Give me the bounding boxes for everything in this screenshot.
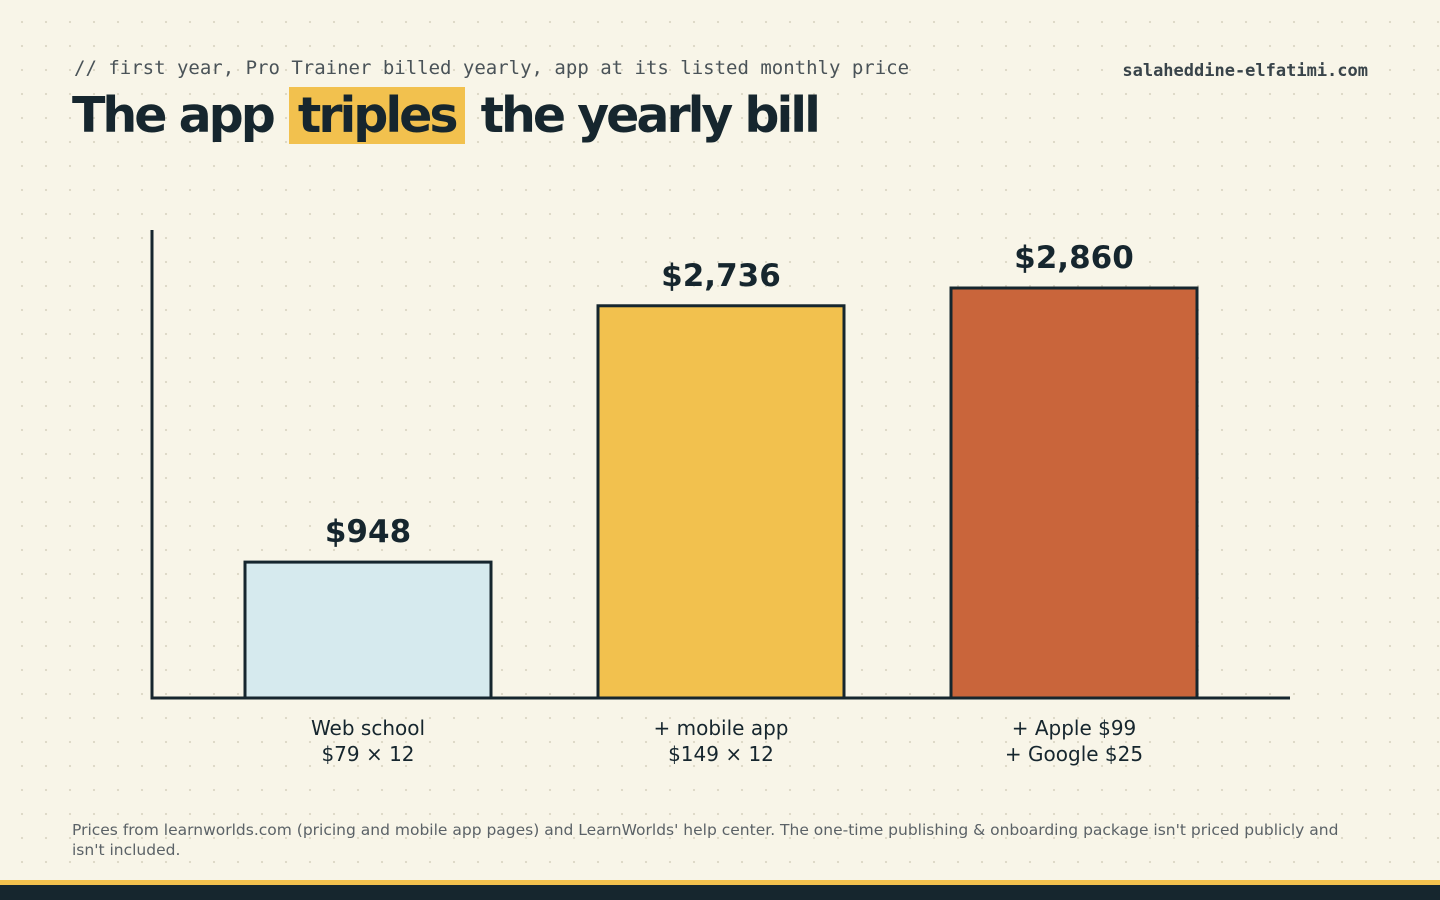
- x-tick-label-2-1: + Google $25: [1005, 742, 1143, 766]
- chart-subtitle: // first year, Pro Trainer billed yearly…: [74, 57, 910, 79]
- x-tick-label-0-1: $79 × 12: [321, 742, 414, 766]
- chart-title: The app triples the yearly bill: [72, 84, 821, 148]
- footer-bar: [0, 885, 1440, 900]
- source-note: Prices from learnworlds.com (pricing and…: [72, 821, 1339, 859]
- bar-chart: $948 Web school$79 × 12 $2,736 + mobile app…: [150, 230, 1290, 766]
- x-tick-label-2-0: + Apple $99: [1012, 716, 1137, 740]
- title-part-2: the yearly bill: [480, 87, 821, 144]
- x-tick-label-1-0: + mobile app: [654, 716, 789, 740]
- bar-value-label-1: $2,736: [661, 258, 781, 294]
- footer-accent-stripe: [0, 880, 1440, 885]
- title-highlight: triples: [288, 87, 465, 144]
- bar-value-label-2: $2,860: [1014, 240, 1134, 276]
- site-credit: salaheddine-elfatimi.com: [1122, 61, 1368, 81]
- x-tick-label-1-1: $149 × 12: [668, 742, 774, 766]
- bar-0: [243, 560, 493, 700]
- bar-value-label-0: $948: [325, 514, 411, 550]
- bar-2: [949, 286, 1199, 700]
- x-tick-label-0-0: Web school: [311, 716, 425, 740]
- title-part-1: The app: [72, 87, 276, 144]
- bar-1: [596, 304, 846, 700]
